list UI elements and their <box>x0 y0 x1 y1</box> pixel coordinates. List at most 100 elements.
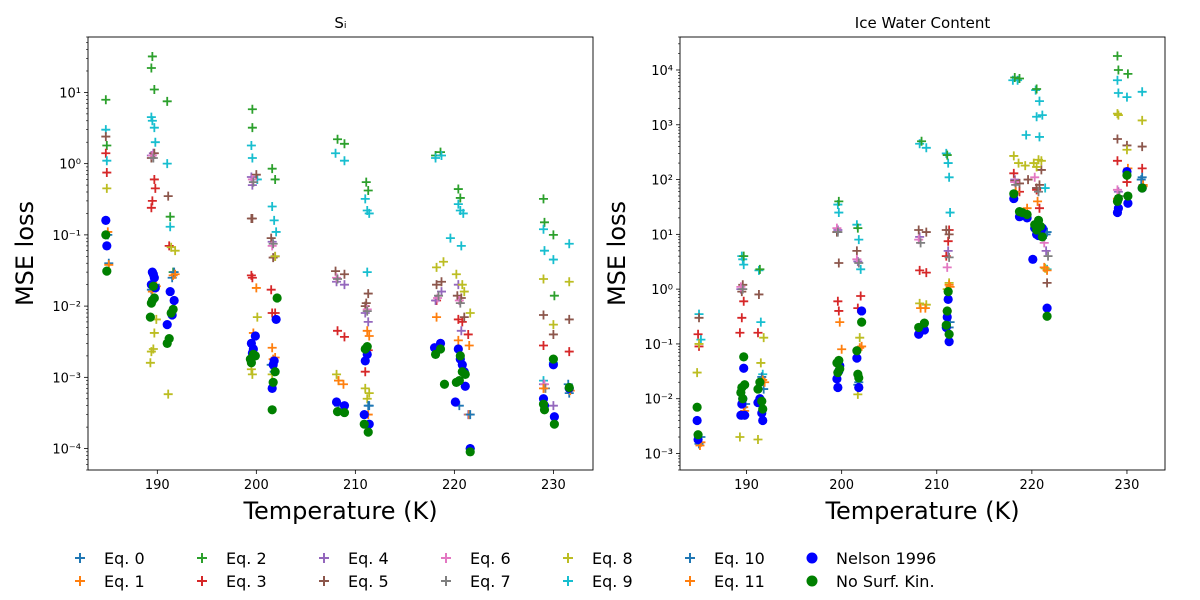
point-eq-9 <box>431 153 441 163</box>
legend-item: Eq. 5 <box>314 571 389 591</box>
point-no-surf-kin <box>548 354 558 364</box>
legend-marker-shape <box>806 552 818 564</box>
point-eq-3 <box>339 332 349 342</box>
point-eq-9 <box>360 194 370 204</box>
point-eq-1 <box>362 326 372 336</box>
point-eq-9 <box>1034 96 1044 106</box>
point-eq-8 <box>457 280 467 290</box>
legend-item: Eq. 2 <box>192 548 267 568</box>
legend-marker-plus <box>197 553 207 563</box>
y-tick-label: 10⁻¹ <box>52 229 81 244</box>
point-no-surf-kin <box>1009 189 1019 199</box>
point-eq-10 <box>465 410 475 420</box>
point-eq-5 <box>944 229 954 239</box>
point-eq-1 <box>453 335 463 345</box>
point-no-surf-kin <box>692 402 702 412</box>
point-eq-9 <box>921 143 931 153</box>
point-no-surf-kin <box>363 427 373 437</box>
point-eq-8 <box>756 358 766 368</box>
point-eq-9 <box>564 239 574 249</box>
point-nelson-1996 <box>1113 203 1124 213</box>
figure: 10⁻⁴ 10⁻³ 10⁻² 10⁻¹ 10⁰ 10¹ 190 200 210 220 230 Sᵢ T… <box>11 14 1166 525</box>
legend-marker-plus <box>563 553 573 563</box>
point-eq-9 <box>756 317 766 327</box>
point-nelson-1996 <box>692 415 702 426</box>
point-eq-9 <box>165 222 175 232</box>
point-no-surf-kin <box>168 304 178 314</box>
point-no-surf-kin <box>1137 183 1147 193</box>
point-no-surf-kin <box>944 329 954 339</box>
point-no-surf-kin <box>454 375 464 386</box>
point-eq-3 <box>833 296 843 306</box>
point-no-surf-kin <box>270 367 280 377</box>
point-no-surf-kin <box>919 318 930 328</box>
point-eq-9 <box>162 159 172 169</box>
point-nelson-1996 <box>102 241 112 251</box>
point-no-surf-kin <box>757 396 767 406</box>
point-eq-8 <box>564 277 574 287</box>
point-eq-3 <box>915 265 925 275</box>
point-eq-9 <box>364 208 374 218</box>
point-eq-4 <box>1041 246 1051 256</box>
legend-item: Eq. 3 <box>192 571 267 591</box>
x-tick-label: 230 <box>541 478 566 493</box>
y-tick-label: 10¹ <box>651 228 673 243</box>
point-nelson-1996 <box>833 382 843 393</box>
point-eq-9 <box>1032 112 1042 122</box>
point-eq-8 <box>465 308 475 318</box>
point-eq-6 <box>539 379 549 389</box>
point-eq-7 <box>854 258 864 268</box>
legend-marker-circle <box>806 552 818 564</box>
point-nelson-1996 <box>1123 198 1133 208</box>
point-eq-5 <box>437 277 446 287</box>
point-eq-9 <box>1040 183 1050 193</box>
legend-item: Eq. 8 <box>558 548 633 568</box>
legend-label: No Surf. Kin. <box>836 571 935 591</box>
point-eq-3 <box>463 329 473 339</box>
legend-marker-shape <box>75 553 85 563</box>
point-eq-3 <box>564 347 574 357</box>
point-eq-2 <box>339 139 349 149</box>
point-eq-2 <box>267 164 277 174</box>
point-eq-3 <box>147 196 157 206</box>
legend-label: Nelson 1996 <box>836 548 937 568</box>
point-nelson-1996 <box>944 337 954 347</box>
point-nelson-1996 <box>101 215 111 225</box>
point-eq-5 <box>331 266 341 276</box>
point-eq-2 <box>1112 51 1122 61</box>
point-no-surf-kin <box>362 342 372 352</box>
point-no-surf-kin <box>339 407 350 418</box>
point-eq-8 <box>1032 162 1042 172</box>
point-eq-5 <box>564 314 574 324</box>
point-eq-2 <box>1015 73 1024 83</box>
point-eq-9 <box>147 116 157 126</box>
point-eq-10 <box>1137 172 1147 182</box>
point-eq-8 <box>1113 110 1123 120</box>
chart-title: Sᵢ <box>334 14 346 32</box>
y-tick-label: 10⁰ <box>651 283 673 298</box>
axes-frame <box>87 36 594 471</box>
point-no-surf-kin <box>332 407 343 417</box>
point-eq-7 <box>738 284 748 294</box>
point-eq-9 <box>331 148 341 158</box>
y-tick-label: 10² <box>651 174 673 189</box>
legend-marker-plus <box>319 576 329 586</box>
point-eq-9 <box>1113 88 1123 98</box>
legend-item: Eq. 0 <box>70 548 145 568</box>
point-eq-9 <box>102 156 112 166</box>
point-eq-5 <box>432 280 442 290</box>
point-eq-9 <box>548 255 558 265</box>
chart-title: Ice Water Content <box>855 14 991 32</box>
point-nelson-1996 <box>758 415 768 426</box>
point-nelson-1996 <box>165 286 175 297</box>
point-eq-3 <box>146 203 156 213</box>
point-no-surf-kin <box>740 380 750 390</box>
legend-marker-shape <box>441 576 451 586</box>
point-eq-3 <box>693 329 703 339</box>
legend-marker-shape <box>806 575 818 587</box>
y-tick-label: 10⁻³ <box>52 371 81 386</box>
x-axis-label: Temperature (K) <box>824 497 1019 525</box>
x-tick-label: 230 <box>1115 478 1140 493</box>
x-tick-label: 200 <box>244 478 269 493</box>
point-no-surf-kin <box>739 352 749 362</box>
